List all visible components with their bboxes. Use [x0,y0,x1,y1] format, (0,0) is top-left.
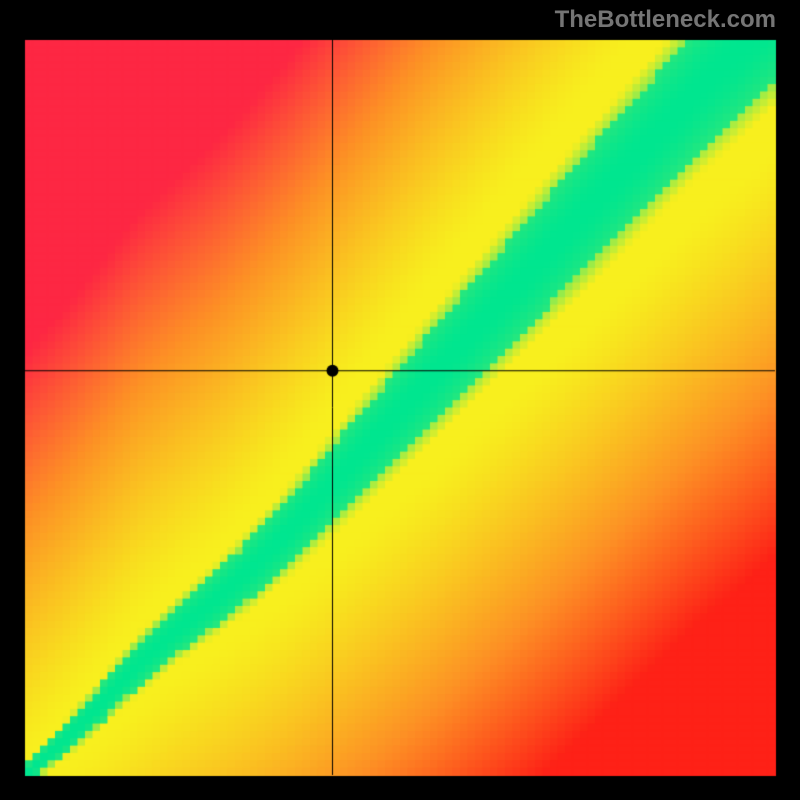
chart-container: TheBottleneck.com [0,0,800,800]
watermark-text: TheBottleneck.com [555,6,776,34]
bottleneck-heatmap [0,0,800,800]
